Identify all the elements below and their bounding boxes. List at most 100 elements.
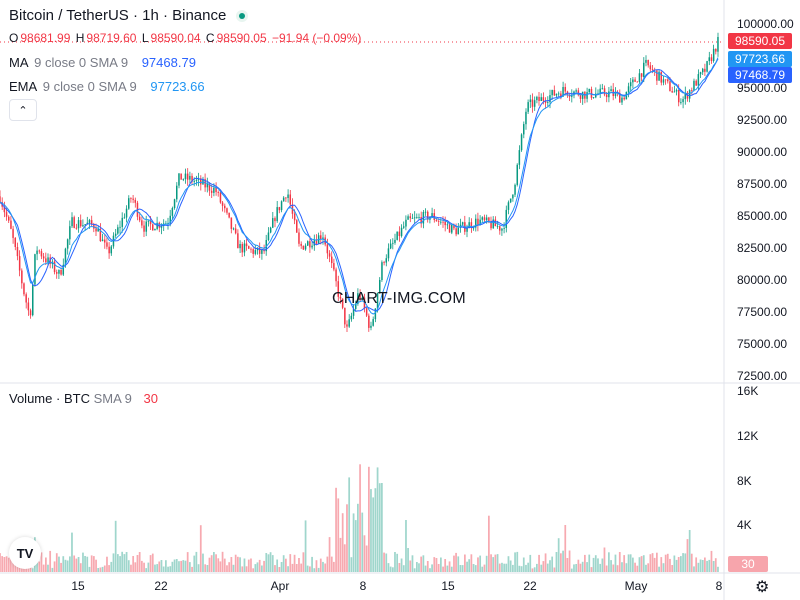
volume-bar xyxy=(305,520,307,572)
ema-legend[interactable]: EMA 9 close 0 SMA 9 97723.66 xyxy=(9,79,207,94)
candle-body xyxy=(593,97,595,98)
collapse-legend-button[interactable]: ⌃ xyxy=(9,99,37,121)
ma-legend[interactable]: MA 9 close 0 SMA 9 97468.79 xyxy=(9,55,198,70)
candle-body xyxy=(111,247,113,254)
volume-bar xyxy=(591,567,593,572)
volume-bar xyxy=(584,555,586,572)
candle-body xyxy=(250,249,252,250)
volume-bar xyxy=(510,561,512,573)
volume-bar xyxy=(527,563,529,572)
candle-body xyxy=(255,250,257,254)
price-tick-label: 92500.00 xyxy=(737,113,787,127)
volume-bar xyxy=(715,558,717,572)
candle-body xyxy=(637,82,639,83)
volume-bar xyxy=(244,559,246,573)
candle-body xyxy=(608,91,610,97)
candle-body xyxy=(196,180,198,181)
volume-bar xyxy=(303,552,305,572)
candle-body xyxy=(194,181,196,182)
candle-body xyxy=(449,224,451,232)
volume-bar xyxy=(292,564,294,572)
volume-bar xyxy=(213,552,215,572)
candle-body xyxy=(645,60,647,63)
volume-bar xyxy=(86,557,88,572)
candle-body xyxy=(154,229,156,230)
candle-body xyxy=(231,218,233,229)
candle-body xyxy=(508,202,510,210)
volume-bar xyxy=(287,566,289,572)
volume-bar xyxy=(567,558,569,572)
candle-body xyxy=(370,326,372,328)
volume-bar xyxy=(634,563,636,572)
volume-bar xyxy=(516,552,518,572)
candle-body xyxy=(604,88,606,94)
volume-bar xyxy=(167,567,169,572)
ema-price-tag: 97723.66 xyxy=(728,51,792,67)
volume-bar xyxy=(401,559,403,573)
candle-body xyxy=(665,79,667,80)
volume-bar xyxy=(178,561,180,572)
candle-body xyxy=(233,229,235,230)
volume-bar xyxy=(558,538,560,572)
candle-body xyxy=(521,135,523,151)
candle-body xyxy=(410,216,412,218)
volume-bar xyxy=(698,563,700,572)
candle-body xyxy=(15,238,17,247)
volume-bar xyxy=(700,560,702,573)
ema-line xyxy=(0,58,718,315)
volume-bar xyxy=(348,477,350,572)
candle-body xyxy=(503,228,505,229)
tradingview-logo[interactable]: TV xyxy=(9,537,41,569)
volume-bar xyxy=(449,561,451,572)
gear-icon[interactable]: ⚙ xyxy=(755,577,769,597)
volume-bar xyxy=(250,559,252,573)
candle-body xyxy=(6,212,8,217)
candle-body xyxy=(693,81,695,91)
volume-bar xyxy=(602,559,604,573)
candle-body xyxy=(235,229,237,234)
volume-bar xyxy=(322,562,324,572)
candle-body xyxy=(176,186,178,200)
volume-bar xyxy=(514,552,516,572)
volume-bar xyxy=(346,504,348,572)
volume-bar xyxy=(394,552,396,572)
candle-body xyxy=(174,199,176,208)
candle-body xyxy=(499,226,501,231)
ohlc-legend: O 98681.99 H 98719.60 L 98590.04 C 98590.05 … xyxy=(9,31,363,45)
volume-bar xyxy=(62,556,64,572)
volume-bar xyxy=(324,564,326,573)
candle-body xyxy=(586,92,588,99)
candle-body xyxy=(438,221,440,222)
candle-body xyxy=(623,98,625,100)
volume-bar xyxy=(490,554,492,572)
volume-bar xyxy=(678,557,680,572)
volume-bar xyxy=(451,567,453,572)
volume-bar xyxy=(396,554,398,572)
candle-body xyxy=(309,241,311,247)
candle-body xyxy=(67,239,69,248)
volume-bar xyxy=(224,559,226,572)
candle-body xyxy=(329,253,331,256)
candle-body xyxy=(414,217,416,218)
volume-bar xyxy=(182,560,184,572)
volume-bar xyxy=(156,564,158,572)
volume-sep: · xyxy=(56,391,60,406)
candle-body xyxy=(43,256,45,258)
candle-body xyxy=(425,212,427,213)
volume-bar xyxy=(641,556,643,572)
candle-body xyxy=(300,244,302,246)
candle-body xyxy=(152,224,154,230)
volume-legend[interactable]: Volume · BTC SMA 9 30 xyxy=(9,391,158,406)
volume-bar xyxy=(418,563,420,572)
candle-body xyxy=(39,251,41,252)
candle-body xyxy=(506,210,508,228)
symbol-title[interactable]: Bitcoin / TetherUS · 1h · Binance xyxy=(9,7,250,24)
open-value: 98681.99 xyxy=(20,31,70,45)
volume-bar xyxy=(617,565,619,572)
volume-bar xyxy=(174,560,176,573)
volume-bar xyxy=(385,554,387,573)
volume-bar xyxy=(438,564,440,572)
volume-bar xyxy=(259,560,261,572)
candle-body xyxy=(462,222,464,224)
candle-body xyxy=(497,226,499,227)
